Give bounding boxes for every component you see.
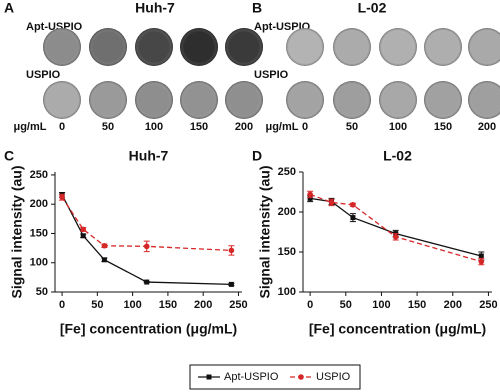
y-axis-label: Signal intensity (au) — [257, 165, 273, 298]
row-label: USPIO — [254, 69, 289, 81]
chart-title: L-02 — [383, 148, 412, 164]
data-point — [80, 233, 86, 239]
y-tick-label: 200 — [30, 198, 48, 210]
mri-edge — [180, 28, 218, 66]
x-tick-label: 0 — [307, 299, 313, 311]
legend-label: Apt-USPIO — [224, 371, 279, 383]
legend-marker — [298, 374, 304, 380]
x-tick-label: 50 — [340, 299, 352, 311]
x-tick-label: 150 — [408, 299, 426, 311]
y-tick-label: 150 — [278, 246, 296, 258]
unit-label: μg/mL — [13, 121, 46, 133]
data-point — [101, 257, 107, 263]
mri-edge — [286, 81, 324, 119]
data-point — [478, 258, 485, 265]
legend-label: USPIO — [316, 371, 351, 383]
unit-label: μg/mL — [265, 121, 298, 133]
data-point — [328, 199, 335, 206]
legend-marker — [206, 374, 212, 380]
concentration-label: 100 — [389, 121, 407, 133]
data-point — [228, 247, 235, 254]
y-axis-label: Signal intensity (au) — [9, 165, 25, 298]
x-tick-label: 250 — [479, 299, 497, 311]
data-point — [144, 279, 150, 285]
mri-edge — [424, 28, 462, 66]
concentration-label: 200 — [235, 121, 253, 133]
mri-edge — [43, 81, 81, 119]
panel-letter: C — [4, 148, 14, 164]
data-point — [59, 194, 65, 200]
concentration-label: 100 — [145, 121, 163, 133]
mri-edge — [89, 81, 127, 119]
panel-title: L-02 — [358, 0, 387, 16]
x-tick-label: 0 — [59, 299, 65, 311]
x-axis-label: [Fe] concentration (μg/mL) — [60, 321, 237, 337]
y-tick-label: 250 — [278, 166, 296, 178]
y-tick-label: 250 — [30, 169, 48, 181]
mri-edge — [225, 28, 263, 66]
mri-edge — [180, 81, 218, 119]
mri-edge — [225, 81, 263, 119]
mri-edge — [286, 28, 324, 66]
x-tick-label: 200 — [444, 299, 462, 311]
mri-edge — [379, 28, 417, 66]
data-point — [350, 202, 356, 208]
data-point — [307, 191, 313, 198]
concentration-label: 50 — [346, 121, 358, 133]
x-tick-label: 150 — [159, 299, 177, 311]
mri-edge — [333, 81, 371, 119]
concentration-label: 0 — [302, 121, 308, 133]
concentration-label: 150 — [190, 121, 208, 133]
chart-title: Huh-7 — [129, 148, 169, 164]
data-point — [307, 195, 313, 201]
x-tick-label: 250 — [229, 299, 247, 311]
x-tick-label: 50 — [91, 299, 103, 311]
x-axis-label: [Fe] concentration (μg/mL) — [309, 321, 486, 337]
y-tick-label: 200 — [278, 206, 296, 218]
data-point — [143, 243, 150, 250]
y-tick-label: 150 — [30, 227, 48, 239]
concentration-label: 0 — [59, 121, 65, 133]
y-tick-label: 100 — [30, 257, 48, 269]
panel-title: Huh-7 — [135, 0, 175, 16]
y-tick-label: 100 — [278, 286, 296, 298]
concentration-label: 200 — [478, 121, 496, 133]
data-point — [350, 215, 356, 221]
panel-letter: A — [4, 0, 14, 16]
mri-edge — [89, 28, 127, 66]
mri-edge — [43, 28, 81, 66]
data-point — [101, 242, 108, 249]
mri-edge — [468, 81, 500, 119]
panel-letter: B — [252, 0, 262, 16]
y-tick-label: 50 — [36, 286, 48, 298]
mri-edge — [379, 81, 417, 119]
data-point — [80, 226, 87, 233]
mri-edge — [468, 28, 500, 66]
series-line — [310, 197, 482, 257]
data-point — [478, 253, 484, 259]
x-tick-label: 200 — [194, 299, 212, 311]
data-point — [228, 281, 234, 287]
concentration-label: 150 — [434, 121, 452, 133]
mri-edge — [424, 81, 462, 119]
mri-edge — [135, 28, 173, 66]
row-label: USPIO — [26, 69, 61, 81]
series-line — [61, 194, 232, 286]
concentration-label: 50 — [102, 121, 114, 133]
x-tick-label: 100 — [123, 299, 141, 311]
mri-edge — [135, 81, 173, 119]
x-tick-label: 100 — [372, 299, 390, 311]
mri-edge — [333, 28, 371, 66]
data-point — [392, 234, 399, 240]
panel-letter: D — [252, 148, 262, 164]
row-label: Apt-USPIO — [254, 21, 311, 33]
